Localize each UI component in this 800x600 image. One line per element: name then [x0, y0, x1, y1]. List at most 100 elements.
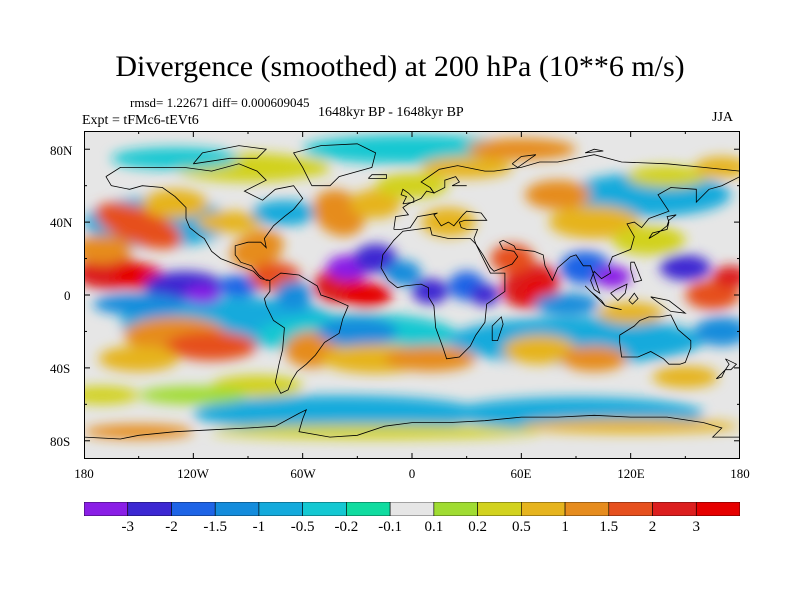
- coastline-segment: [429, 176, 467, 194]
- field-blob: [217, 274, 261, 297]
- lat-label-0: 0: [64, 288, 71, 303]
- colorbar-level-label: -3: [121, 519, 134, 535]
- colorbar-swatch: [127, 502, 172, 516]
- field-blob: [353, 243, 398, 274]
- colorbar-swatch: [389, 502, 435, 516]
- lon-label-120e: 120E: [617, 466, 645, 481]
- field-blob: [503, 335, 576, 365]
- field-blob: [490, 243, 535, 274]
- field-blob: [597, 302, 664, 325]
- colorbar-swatch: [346, 502, 391, 516]
- colorbar-level-label: 1: [561, 519, 569, 535]
- coastline-segment: [491, 316, 504, 342]
- colorbar: [84, 502, 740, 516]
- lat-label-80s: 80S: [50, 434, 71, 449]
- field-blob: [230, 229, 284, 269]
- experiment-label: Expt = tFMc6-tEVt6: [82, 113, 199, 128]
- coastline-segment: [619, 314, 692, 365]
- coastline-segment: [263, 272, 349, 394]
- field-blob: [302, 134, 522, 164]
- colorbar-level-label: 1.5: [599, 519, 619, 535]
- field-blob: [196, 211, 263, 234]
- colorbar-level-label: 0.2: [468, 519, 487, 535]
- lon-label-180e: 180: [730, 466, 750, 481]
- colorbar-swatch: [521, 502, 566, 516]
- colorbar-level-label: -0.2: [334, 519, 359, 535]
- coastline-segment: [380, 227, 506, 360]
- field-blob: [627, 165, 708, 188]
- field-blob: [98, 346, 179, 372]
- coastline-segment: [393, 154, 740, 295]
- colorbar-level-label: 3: [692, 519, 701, 535]
- coastline-segment: [368, 174, 387, 179]
- lon-label-180w: 180: [74, 466, 94, 481]
- coastline-segment: [105, 163, 304, 281]
- colorbar-swatch: [608, 502, 653, 516]
- colorbar-level-label: -0.1: [378, 519, 402, 535]
- field-blob: [561, 346, 628, 372]
- colorbar-swatch: [564, 502, 610, 516]
- colorbar-swatch: [171, 502, 216, 516]
- field-blob: [659, 254, 711, 281]
- rmsd-diff-stats: rmsd= 1.22671 diff= 0.000609045: [130, 95, 310, 110]
- coastline-segment: [192, 145, 268, 165]
- field-blob: [111, 147, 239, 170]
- season-label: JJA: [712, 110, 734, 125]
- colorbar-swatch: [302, 502, 347, 516]
- colorbar-level-label: -2: [165, 519, 178, 535]
- page-title: Divergence (smoothed) at 200 hPa (10**6 …: [115, 50, 685, 83]
- lon-label-120w: 120W: [177, 466, 209, 481]
- coastline-segment: [716, 358, 738, 380]
- coastline-segment: [584, 285, 606, 307]
- coastline-segment: [648, 214, 677, 239]
- colorbar-swatch: [258, 502, 303, 516]
- coastline-segment: [584, 148, 604, 154]
- field-blob: [166, 331, 258, 361]
- colorbar-level-label: 0.1: [424, 519, 444, 535]
- field-blob: [138, 386, 248, 405]
- field-blob: [95, 202, 182, 249]
- colorbar-level-label: 0.5: [511, 519, 531, 535]
- lat-label-40s: 40S: [50, 361, 71, 376]
- field-blob: [652, 366, 719, 388]
- field-blob: [317, 316, 398, 347]
- coastline-segment: [610, 283, 628, 302]
- colorbar-level-label: -1: [252, 519, 266, 535]
- divergence-field: [84, 134, 740, 439]
- field-blob: [350, 189, 402, 219]
- field-blob: [534, 293, 600, 316]
- divergence-map: [84, 131, 740, 459]
- field-blob: [93, 293, 185, 316]
- field-blob: [412, 278, 449, 305]
- map-ticks: [84, 131, 740, 459]
- field-blob: [470, 284, 500, 306]
- coastline-segment: [605, 305, 622, 310]
- lon-label-0: 0: [408, 466, 416, 481]
- lat-label-40n: 40N: [50, 215, 73, 230]
- coastline-segment: [650, 296, 687, 314]
- field-blob: [275, 280, 312, 310]
- field-blob: [548, 205, 640, 239]
- lon-label-60w: 60W: [290, 466, 316, 481]
- colorbar-level-label: -1.5: [203, 519, 228, 535]
- coastline-segment: [511, 154, 537, 168]
- field-blob: [184, 285, 221, 305]
- field-blob: [594, 265, 631, 288]
- colorbar-swatch: [214, 502, 260, 516]
- coastline-segment: [628, 292, 639, 305]
- field-blob: [612, 225, 686, 255]
- field-blob: [84, 386, 139, 405]
- field-blob: [685, 280, 740, 310]
- coastline-segment: [400, 188, 415, 205]
- colorbar-level-label: -0.5: [290, 519, 315, 535]
- lat-label-80n: 80N: [50, 143, 73, 158]
- field-blob: [142, 189, 208, 219]
- field-blob: [211, 424, 540, 439]
- field-blob: [694, 316, 740, 347]
- field-blob: [340, 282, 392, 308]
- coastline-segment: [292, 143, 377, 187]
- period-label: 1648kyr BP - 1648kyr BP: [318, 105, 464, 120]
- field-blob: [521, 418, 740, 434]
- coastline-segment: [84, 408, 740, 440]
- field-blob: [466, 138, 576, 161]
